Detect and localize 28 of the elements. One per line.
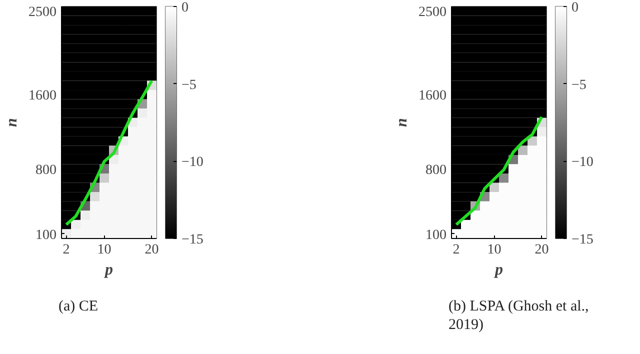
y-axis-title: n <box>4 118 20 127</box>
y-tick-label: 2500 <box>28 5 56 20</box>
x-axis-title: p <box>103 262 113 278</box>
x-tick-label: 10 <box>487 242 502 258</box>
color-bar-label: −5 <box>572 78 586 93</box>
x-tick-label: 10 <box>97 242 112 258</box>
y-tick-label: 100 <box>36 228 56 243</box>
y-axis-title: n <box>394 118 410 127</box>
text: (a) CE <box>58 298 98 314</box>
color-bar-label: −15 <box>572 232 594 248</box>
y-tick-label: 1600 <box>28 88 56 104</box>
y-tick-label: 800 <box>426 162 446 178</box>
x-tick-label: 2 <box>452 242 460 258</box>
x-tick-label: 20 <box>144 242 159 258</box>
color-bar-label: −10 <box>182 155 204 170</box>
y-tick-label: 100 <box>426 228 446 243</box>
y-tick-label: 1600 <box>418 88 446 104</box>
color-bar-label: −5 <box>182 78 196 93</box>
x-tick-label: 20 <box>534 242 549 258</box>
color-bar-label: 0 <box>182 0 188 16</box>
color-bar-label: −15 <box>182 232 204 248</box>
x-axis-title: p <box>493 262 503 278</box>
color-bar-label: 0 <box>572 0 578 16</box>
y-tick-label: 800 <box>36 162 56 178</box>
x-tick-label: 2 <box>62 242 70 258</box>
color-bar-label: −10 <box>572 155 594 170</box>
y-tick-label: 2500 <box>418 5 446 20</box>
text: (b) LSPA (Ghosh et al., 2019) <box>448 298 589 333</box>
